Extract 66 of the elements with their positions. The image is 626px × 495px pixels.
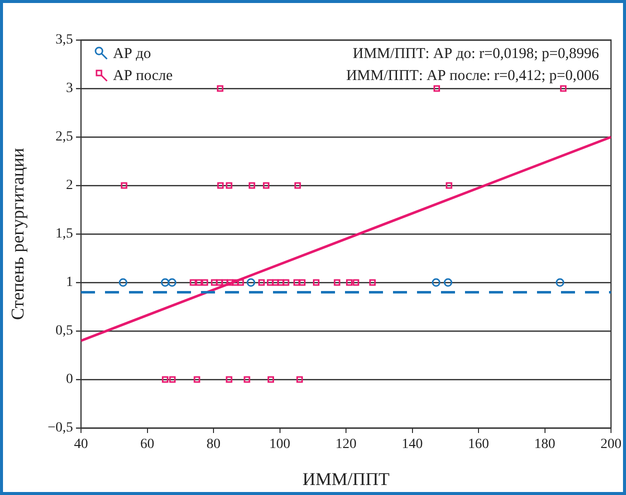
point bbox=[216, 279, 223, 286]
legend-label: АР до bbox=[113, 46, 152, 62]
point bbox=[160, 278, 170, 287]
x-tick-label: 120 bbox=[336, 437, 356, 452]
point bbox=[560, 85, 567, 92]
point bbox=[118, 278, 128, 287]
point bbox=[196, 279, 202, 286]
point bbox=[226, 182, 232, 189]
point bbox=[210, 279, 218, 286]
point bbox=[190, 279, 196, 286]
x-tick-label: 200 bbox=[600, 437, 622, 452]
point bbox=[346, 279, 353, 286]
point bbox=[293, 279, 300, 286]
point bbox=[432, 278, 440, 287]
x-tick-label: 100 bbox=[269, 437, 290, 452]
x-tick-label: 160 bbox=[468, 437, 489, 452]
y-tick-label: 2 bbox=[66, 178, 73, 194]
point bbox=[244, 376, 250, 383]
y-tick-label: −0,5 bbox=[48, 420, 73, 436]
legend-label: АР после bbox=[113, 68, 173, 84]
point bbox=[444, 278, 452, 287]
point bbox=[272, 279, 279, 286]
point bbox=[237, 279, 244, 286]
point bbox=[334, 279, 340, 286]
y-tick-label: 2,5 bbox=[56, 130, 73, 145]
x-tick-label: 40 bbox=[74, 437, 88, 452]
point bbox=[296, 376, 303, 383]
x-tick-label: 80 bbox=[206, 437, 220, 452]
point bbox=[278, 279, 284, 286]
point bbox=[162, 376, 168, 383]
point bbox=[194, 376, 200, 383]
point bbox=[299, 279, 306, 286]
point bbox=[246, 278, 256, 287]
point bbox=[282, 279, 290, 286]
y-tick-label: 3 bbox=[66, 81, 73, 96]
annotation: ИММ/ППТ: АР до: r=0,0198; p=0,8996 bbox=[352, 46, 600, 62]
point bbox=[268, 376, 274, 383]
y-axis-title: Степень регургитации bbox=[8, 148, 28, 320]
point bbox=[216, 85, 224, 92]
point bbox=[294, 182, 301, 189]
point bbox=[120, 182, 128, 189]
annotation: ИММ/ППТ: АР после: r=0,412; p=0,006 bbox=[346, 68, 600, 84]
point bbox=[266, 279, 274, 286]
point bbox=[217, 182, 224, 189]
y-tick-label: 1 bbox=[66, 275, 73, 290]
x-tick-label: 60 bbox=[140, 437, 154, 452]
point bbox=[226, 376, 232, 383]
point bbox=[248, 182, 256, 189]
point bbox=[262, 182, 270, 189]
point bbox=[434, 85, 440, 92]
point bbox=[352, 279, 360, 286]
point bbox=[202, 279, 208, 286]
x-tick-label: 140 bbox=[402, 437, 423, 452]
y-tick-label: 0 bbox=[66, 372, 73, 388]
point bbox=[369, 279, 376, 286]
point bbox=[258, 279, 265, 286]
point bbox=[169, 376, 176, 383]
point bbox=[312, 279, 320, 286]
x-tick-label: 180 bbox=[534, 437, 556, 452]
point bbox=[168, 278, 176, 287]
point bbox=[556, 278, 564, 287]
point bbox=[446, 182, 452, 189]
y-tick-label: 1,5 bbox=[56, 226, 73, 242]
x-axis-title: ИММ/ППТ bbox=[302, 468, 390, 489]
y-tick-label: 0,5 bbox=[56, 324, 73, 339]
y-tick-label: 3,5 bbox=[56, 32, 73, 48]
